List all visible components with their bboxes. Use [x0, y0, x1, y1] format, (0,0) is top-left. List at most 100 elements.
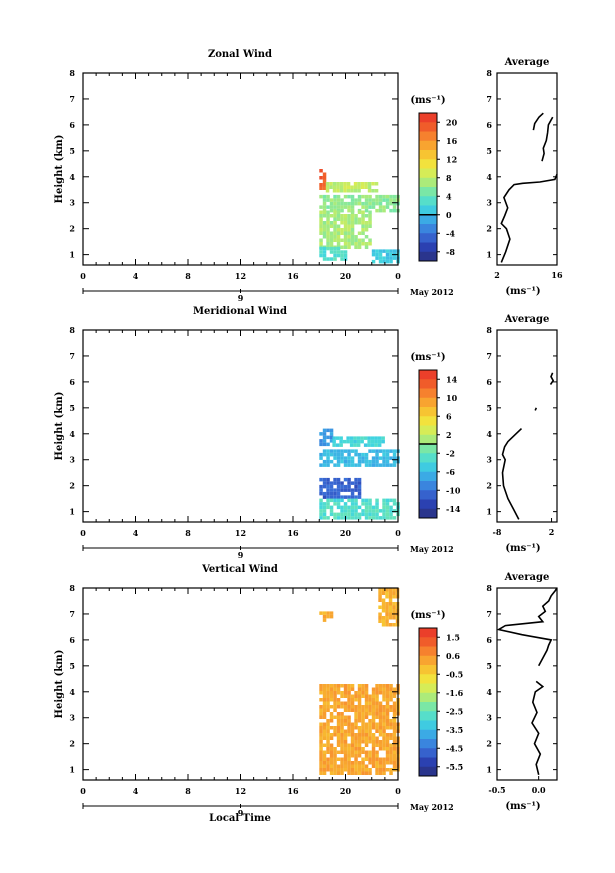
- heatmap-cell: [368, 459, 372, 464]
- heatmap-cell: [340, 736, 344, 740]
- heatmap-cell: [364, 768, 369, 772]
- heatmap-cell: [347, 477, 351, 482]
- heatmap-cell: [319, 452, 323, 457]
- heatmap-cell: [389, 719, 393, 723]
- heatmap-cell: [322, 705, 327, 709]
- heatmap-cell: [333, 729, 337, 733]
- heatmap-cell: [392, 609, 396, 613]
- heatmap-cell: [381, 623, 386, 627]
- heatmap-cell: [389, 733, 393, 737]
- heatmap-cell: [343, 245, 348, 249]
- heatmap-cell: [322, 509, 327, 513]
- heatmap-cell: [368, 754, 372, 758]
- heatmap-cell: [378, 259, 383, 264]
- heatmap-cell: [368, 761, 372, 765]
- heatmap-cell: [385, 505, 390, 510]
- heatmap-cell: [336, 205, 341, 209]
- heatmap-cell: [368, 733, 372, 737]
- heatmap-cell: [367, 182, 372, 186]
- heatmap-cell: [340, 459, 344, 464]
- heatmap-cell: [322, 231, 327, 235]
- heatmap-cell: [319, 736, 323, 740]
- heatmap-cell: [339, 185, 344, 189]
- y-tick-label: 8: [69, 325, 75, 335]
- heatmap-cell: [385, 736, 390, 740]
- heatmap-cell: [385, 757, 390, 761]
- average-y-tick-label: 1: [486, 250, 492, 260]
- heatmap-cell: [378, 194, 383, 199]
- heatmap-cell: [392, 736, 397, 740]
- heatmap-cell: [326, 694, 330, 698]
- heatmap-cell: [319, 757, 323, 761]
- heatmap-cell: [381, 436, 385, 440]
- heatmap-cell: [382, 684, 386, 688]
- heatmap-cell: [368, 463, 372, 467]
- heatmap-cell: [357, 194, 362, 199]
- heatmap-cell: [347, 684, 351, 688]
- heatmap-cell: [336, 768, 341, 772]
- heatmap-cell: [326, 459, 330, 464]
- heatmap-cell: [350, 729, 355, 733]
- heatmap-cell: [392, 701, 397, 705]
- heatmap-cell: [322, 516, 327, 520]
- heatmap-cell: [343, 456, 348, 460]
- heatmap-cell: [354, 771, 358, 775]
- heatmap-cell: [340, 214, 344, 218]
- heatmap-cell: [343, 182, 347, 186]
- heatmap-cell: [375, 201, 379, 206]
- heatmap-cell: [357, 488, 362, 492]
- heatmap-cell: [375, 705, 379, 709]
- heatmap-cell: [392, 502, 397, 506]
- heatmap-cell: [392, 249, 397, 253]
- heatmap-cell: [382, 194, 386, 199]
- heatmap-cell: [347, 459, 351, 464]
- y-tick-label: 6: [69, 377, 75, 387]
- heatmap-cell: [385, 687, 390, 691]
- colorbar-swatch: [419, 739, 437, 749]
- heatmap-cell: [333, 456, 337, 460]
- heatmap-cell: [392, 588, 396, 592]
- colorbar-swatch: [419, 150, 437, 160]
- colorbar-unit: (ms⁻¹): [410, 352, 445, 363]
- heatmap-cell: [392, 605, 396, 609]
- heatmap-cell: [347, 761, 351, 765]
- heatmap-cell: [357, 495, 362, 499]
- colorbar-swatch: [419, 131, 437, 142]
- heatmap-cell: [333, 747, 337, 751]
- heatmap-cell: [329, 768, 334, 772]
- heatmap-cell: [319, 498, 323, 503]
- average-x-tick-label: 16: [551, 270, 563, 280]
- heatmap-cell: [353, 185, 358, 189]
- heatmap-cell: [361, 708, 365, 712]
- heatmap-cell: [374, 189, 379, 193]
- colorbar-tick-label: 2: [446, 430, 452, 440]
- heatmap-cell: [354, 743, 358, 747]
- heatmap-cell: [333, 477, 337, 482]
- heatmap-cell: [389, 768, 393, 772]
- heatmap-cell: [368, 242, 372, 246]
- heatmap-cell: [350, 224, 355, 228]
- heatmap-cell: [329, 611, 334, 615]
- heatmap-cell: [350, 708, 355, 712]
- x-tick-label: 12: [235, 271, 246, 281]
- colorbar-swatch: [419, 224, 437, 234]
- heatmap-cell: [375, 512, 379, 517]
- y-tick-label: 2: [69, 481, 75, 491]
- heatmap-cell: [378, 687, 383, 691]
- heatmap-cell: [340, 743, 344, 747]
- heatmap-cell: [375, 712, 379, 716]
- heatmap-cell: [326, 498, 330, 503]
- heatmap-cell: [329, 743, 334, 747]
- heatmap-cell: [385, 698, 390, 702]
- heatmap-cell: [385, 516, 390, 520]
- heatmap-cell: [375, 456, 379, 460]
- heatmap-cell: [382, 502, 386, 506]
- heatmap-cell: [360, 185, 365, 189]
- heatmap-cell: [336, 214, 341, 218]
- heatmap-cell: [392, 205, 397, 209]
- heatmap-cell: [371, 456, 376, 460]
- heatmap-cell: [319, 250, 323, 254]
- heatmap-cell: [353, 182, 358, 186]
- heatmap-cell: [392, 591, 396, 595]
